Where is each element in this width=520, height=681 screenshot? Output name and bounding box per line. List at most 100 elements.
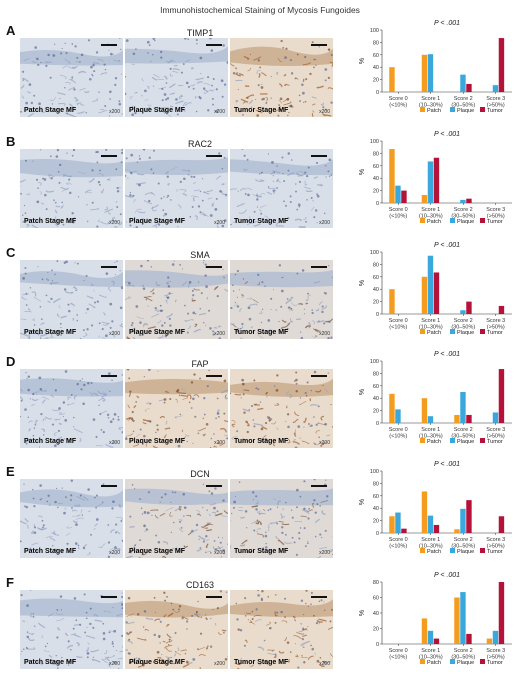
y-tick-label: 60 [373,275,379,281]
stage-label: Tumor Stage MF [234,438,289,445]
panel-letter: E [6,464,15,479]
bar-plaque-score-1 [427,630,434,644]
micrograph-image [20,38,123,117]
bar-plaque-score-2 [460,74,466,92]
stage-label: Plaque Stage MF [129,218,186,225]
chart-p-value: P < .001 [434,131,460,138]
y-tick-label: 0 [376,531,379,537]
legend-swatch [480,107,485,112]
x-tick-label: (30–50%) [451,655,475,661]
micrograph-image [20,479,123,558]
stage-label: Patch Stage MF [24,329,77,336]
bar-chart-svg: P < .001% 0 20 40 60 80 100 Score 0(<10%) Score … [359,461,512,555]
bar-plaque-score-1 [427,161,434,203]
scale-bar [311,596,327,598]
micrograph-tumor: Tumor Stage MF x200 [230,479,333,558]
x-tick-label: Score 2 [454,427,473,433]
panel-a: A TIMP1 Patch Stage MF x200 Plaque Stage MF x… [0,10,520,118]
magnification-label: x200 [214,220,225,226]
legend-swatch [480,548,485,553]
legend-entry: Patch [427,549,441,555]
bar-plaque-score-0 [395,409,401,423]
stage-label: Plaque Stage MF [129,107,186,114]
x-tick-label: Score 1 [421,537,440,543]
legend-swatch [450,107,455,112]
bar-patch-score-0 [389,393,395,423]
scale-bar [206,155,222,157]
x-tick-label: Score 0 [389,648,408,654]
bar-patch-score-1 [421,618,428,644]
bar-patch-score-0 [389,149,395,203]
micrograph-tumor: Tumor Stage MF x200 [230,149,333,228]
legend-entry: Tumor [487,330,503,336]
bar-chart-svg: P < .001% 0 20 40 60 80 100 Score 0(<10%) Score … [359,131,512,225]
bar-plaque-score-1 [427,515,434,533]
y-tick-label: 100 [370,469,379,475]
chart-p-value: P < .001 [434,572,460,579]
magnification-label: x200 [319,109,330,115]
bar-plaque-score-3 [492,85,499,92]
y-tick-label: 20 [373,519,379,525]
micrograph-tumor: Tumor Stage MF x200 [230,369,333,448]
micrograph-image [230,38,333,117]
magnification-label: x200 [214,550,225,556]
magnification-label: x200 [214,440,225,446]
y-axis-label: % [359,389,366,395]
micrograph-patch: Patch Stage MF x200 [20,38,123,117]
marker-name: FAP [191,359,209,369]
x-tick-label: (10–30%) [419,655,443,661]
legend-swatch [480,218,485,223]
legend-swatch [420,329,425,334]
legend-entry: Patch [427,108,441,114]
bar-tumor-score-3 [498,38,505,92]
y-tick-label: 40 [373,287,379,293]
bar-chart-svg: P < .001% 0 20 40 60 80 100 Score 0(<10%) Score … [359,351,512,445]
bar-patch-score-1 [421,491,428,533]
chart-p-value: P < .001 [434,351,460,358]
micrograph-plaque: Plaque Stage MF x200 [125,149,228,228]
x-tick-label: Score 2 [454,207,473,213]
bar-plaque-score-0 [395,512,401,533]
y-tick-label: 60 [373,384,379,390]
legend-entry: Plaque [457,439,474,445]
scale-bar [206,596,222,598]
legend-swatch [450,329,455,334]
marker-name: TIMP1 [186,28,214,38]
bar-tumor-score-2 [466,83,472,92]
bar-patch-score-2 [454,414,460,423]
bar-tumor-score-0 [401,190,407,203]
micrograph-patch: Patch Stage MF x200 [20,590,123,669]
legend-entry: Patch [427,660,441,666]
magnification-label: x200 [109,220,120,226]
legend-entry: Plaque [457,219,474,225]
bar-plaque-score-2 [460,310,466,314]
y-tick-label: 80 [373,40,379,46]
y-tick-label: 80 [373,580,379,586]
y-tick-label: 40 [373,506,379,512]
legend-entry: Tumor [487,439,503,445]
bar-tumor-score-3 [498,582,505,644]
legend-swatch [450,218,455,223]
bar-patch-score-1 [421,398,428,423]
x-tick-label: (<10%) [389,434,407,440]
micrograph-plaque: Plaque Stage MF x200 [125,369,228,448]
x-tick-label: Score 3 [486,96,505,102]
bar-chart: P < .001% 0 20 40 60 80 100 Score 0 (<10%) Score … [359,131,518,229]
bar-tumor-score-1 [433,272,440,314]
bar-patch-score-2 [454,597,460,644]
panel-f: F CD163 Patch Stage MF x200 Plaque Stage MF x… [0,562,520,670]
bar-patch-score-3 [486,638,493,644]
legend-entry: Tumor [487,219,503,225]
scale-bar [101,155,117,157]
panel-letter: A [6,23,16,38]
x-tick-label: Score 0 [389,318,408,324]
stage-label: Tumor Stage MF [234,659,289,666]
panel-d: D FAP Patch Stage MF x200 Plaque Stage MF x20… [0,341,520,449]
stage-label: Plaque Stage MF [129,329,186,336]
micrograph-image [125,479,228,558]
micrograph-image [125,260,228,339]
x-tick-label: (>50%) [487,103,505,109]
magnification-label: x200 [319,661,330,667]
x-tick-label: Score 2 [454,648,473,654]
stage-label: Patch Stage MF [24,659,77,666]
